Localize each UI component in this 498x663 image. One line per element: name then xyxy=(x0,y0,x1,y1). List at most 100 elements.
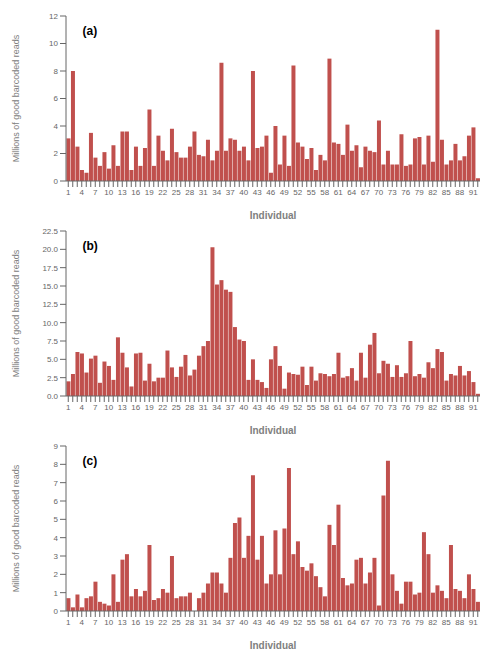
svg-text:25: 25 xyxy=(172,188,181,197)
svg-text:12.5: 12.5 xyxy=(42,300,58,309)
svg-text:20.0: 20.0 xyxy=(42,245,58,254)
svg-text:40: 40 xyxy=(239,618,248,627)
svg-text:43: 43 xyxy=(253,188,262,197)
svg-text:76: 76 xyxy=(401,403,410,412)
svg-text:25: 25 xyxy=(172,618,181,627)
svg-text:40: 40 xyxy=(239,188,248,197)
svg-text:28: 28 xyxy=(185,403,194,412)
svg-text:25: 25 xyxy=(172,403,181,412)
svg-text:64: 64 xyxy=(347,188,356,197)
svg-text:43: 43 xyxy=(253,403,262,412)
svg-text:31: 31 xyxy=(199,403,208,412)
svg-text:4: 4 xyxy=(54,122,59,131)
svg-text:5: 5 xyxy=(54,515,59,524)
svg-text:34: 34 xyxy=(212,403,221,412)
svg-text:55: 55 xyxy=(307,618,316,627)
svg-text:67: 67 xyxy=(361,618,370,627)
svg-text:64: 64 xyxy=(347,618,356,627)
svg-text:17.5: 17.5 xyxy=(42,264,58,273)
svg-text:52: 52 xyxy=(293,188,302,197)
svg-text:10: 10 xyxy=(49,39,58,48)
svg-text:85: 85 xyxy=(442,618,451,627)
svg-text:34: 34 xyxy=(212,618,221,627)
svg-text:7.5: 7.5 xyxy=(47,337,59,346)
svg-text:88: 88 xyxy=(455,403,464,412)
svg-text:1: 1 xyxy=(54,589,59,598)
svg-text:73: 73 xyxy=(388,403,397,412)
svg-text:70: 70 xyxy=(374,618,383,627)
svg-text:Individual: Individual xyxy=(250,425,297,436)
svg-text:8: 8 xyxy=(54,460,59,469)
svg-text:91: 91 xyxy=(469,188,478,197)
svg-text:Millions of good barcoded read: Millions of good barcoded reads xyxy=(11,464,21,592)
svg-text:9: 9 xyxy=(54,442,59,451)
svg-text:37: 37 xyxy=(226,188,235,197)
svg-text:79: 79 xyxy=(415,403,424,412)
svg-text:22.5: 22.5 xyxy=(42,227,58,236)
svg-text:46: 46 xyxy=(266,188,275,197)
svg-text:58: 58 xyxy=(320,403,329,412)
svg-text:79: 79 xyxy=(415,618,424,627)
svg-text:6: 6 xyxy=(54,497,59,506)
svg-text:55: 55 xyxy=(307,403,316,412)
svg-text:16: 16 xyxy=(131,618,140,627)
svg-text:34: 34 xyxy=(212,188,221,197)
svg-text:10: 10 xyxy=(104,403,113,412)
svg-text:2: 2 xyxy=(54,570,59,579)
svg-text:19: 19 xyxy=(145,403,154,412)
svg-text:55: 55 xyxy=(307,188,316,197)
svg-text:58: 58 xyxy=(320,618,329,627)
svg-text:13: 13 xyxy=(118,618,127,627)
svg-text:22: 22 xyxy=(158,188,167,197)
svg-text:2.5: 2.5 xyxy=(47,374,59,383)
svg-text:4: 4 xyxy=(80,618,85,627)
svg-text:73: 73 xyxy=(388,618,397,627)
svg-text:28: 28 xyxy=(185,188,194,197)
svg-text:52: 52 xyxy=(293,403,302,412)
svg-text:7: 7 xyxy=(54,479,59,488)
svg-text:49: 49 xyxy=(280,618,289,627)
svg-text:15.0: 15.0 xyxy=(42,282,58,291)
svg-text:10: 10 xyxy=(104,188,113,197)
svg-text:91: 91 xyxy=(469,618,478,627)
svg-text:31: 31 xyxy=(199,188,208,197)
svg-text:82: 82 xyxy=(428,188,437,197)
svg-text:4: 4 xyxy=(80,188,85,197)
svg-text:1: 1 xyxy=(66,188,71,197)
svg-text:4: 4 xyxy=(54,534,59,543)
svg-text:22: 22 xyxy=(158,403,167,412)
svg-text:8: 8 xyxy=(54,67,59,76)
svg-text:49: 49 xyxy=(280,188,289,197)
svg-text:2: 2 xyxy=(54,149,59,158)
svg-text:82: 82 xyxy=(428,618,437,627)
svg-text:67: 67 xyxy=(361,403,370,412)
svg-text:0: 0 xyxy=(54,177,59,186)
svg-text:76: 76 xyxy=(401,188,410,197)
svg-text:85: 85 xyxy=(442,403,451,412)
svg-text:1: 1 xyxy=(66,403,71,412)
svg-text:16: 16 xyxy=(131,188,140,197)
svg-text:70: 70 xyxy=(374,403,383,412)
svg-text:61: 61 xyxy=(334,618,343,627)
svg-text:91: 91 xyxy=(469,403,478,412)
svg-text:5.0: 5.0 xyxy=(47,355,59,364)
svg-text:Millions of good barcoded read: Millions of good barcoded reads xyxy=(11,34,21,162)
svg-text:43: 43 xyxy=(253,618,262,627)
svg-text:0: 0 xyxy=(54,607,59,616)
svg-text:22: 22 xyxy=(158,618,167,627)
svg-text:61: 61 xyxy=(334,188,343,197)
svg-text:19: 19 xyxy=(145,188,154,197)
svg-text:46: 46 xyxy=(266,403,275,412)
svg-text:7: 7 xyxy=(93,618,98,627)
svg-text:Individual: Individual xyxy=(250,640,297,651)
svg-text:49: 49 xyxy=(280,403,289,412)
svg-text:12: 12 xyxy=(49,12,58,21)
svg-text:28: 28 xyxy=(185,618,194,627)
svg-text:10: 10 xyxy=(104,618,113,627)
svg-text:85: 85 xyxy=(442,188,451,197)
svg-text:4: 4 xyxy=(80,403,85,412)
svg-text:3: 3 xyxy=(54,552,59,561)
svg-text:58: 58 xyxy=(320,188,329,197)
svg-text:31: 31 xyxy=(199,618,208,627)
svg-text:Millions of good barcoded read: Millions of good barcoded reads xyxy=(11,249,21,377)
